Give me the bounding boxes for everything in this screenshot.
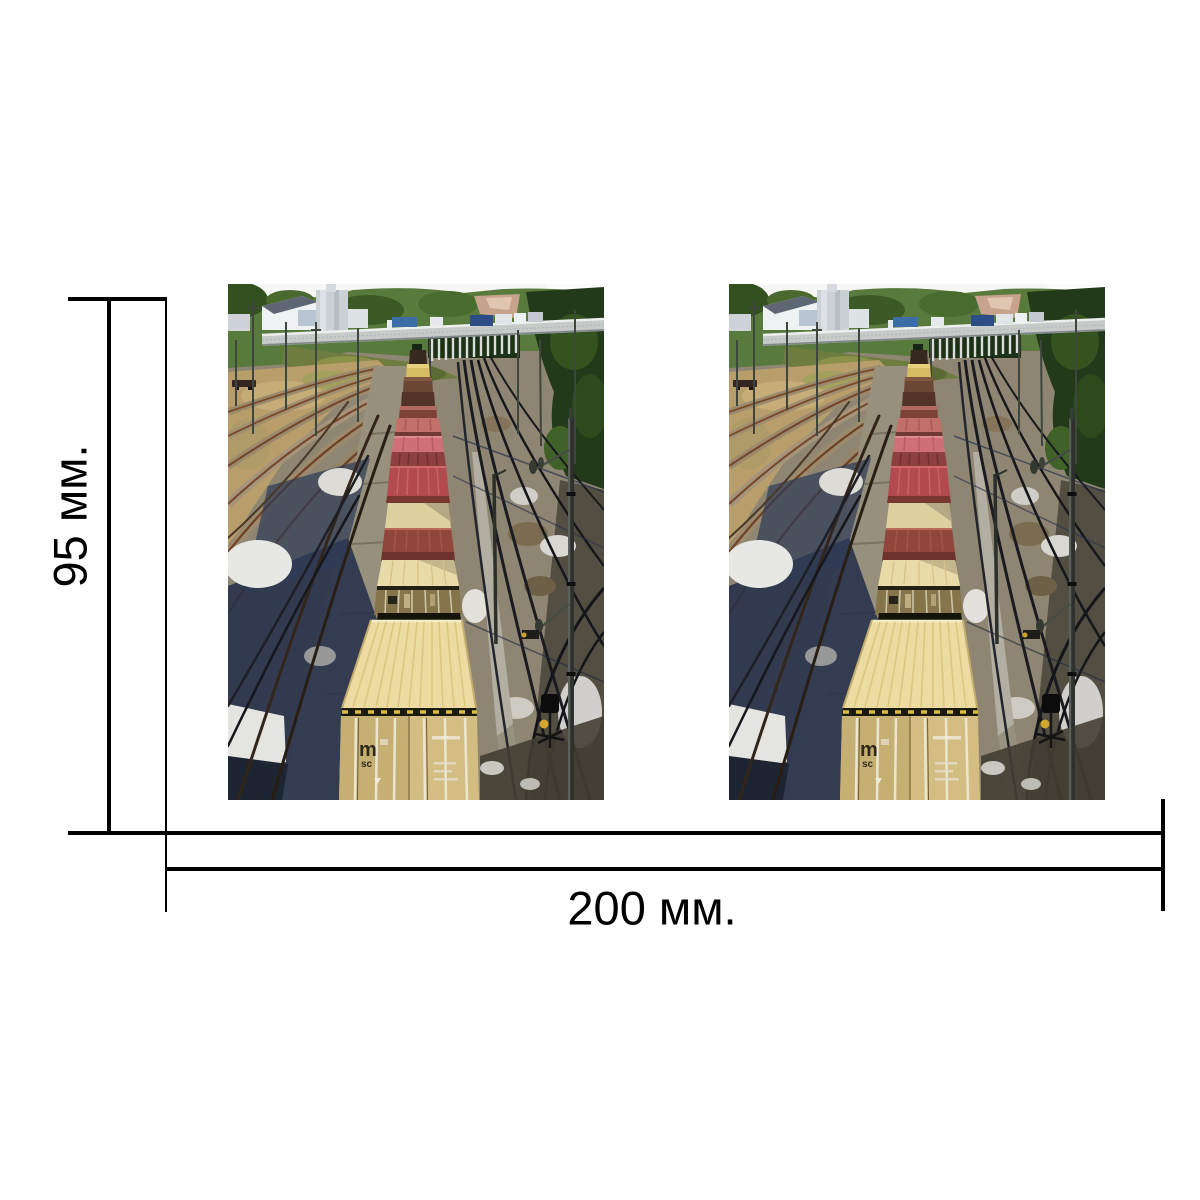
width-dimension-label: 200 мм. [567,881,737,935]
height-dimension-label: 95 мм. [43,444,97,588]
width-dim-lower-line [165,867,1165,871]
width-dim-upper-line [68,831,1165,835]
height-dim-top-tick [68,297,167,301]
height-dim-main-line [107,297,111,835]
height-dim-extension-line [165,297,167,912]
freight-train-photo-right [729,284,1105,800]
freight-train-photo-left [228,284,604,800]
width-dim-right-tick [1161,799,1165,911]
